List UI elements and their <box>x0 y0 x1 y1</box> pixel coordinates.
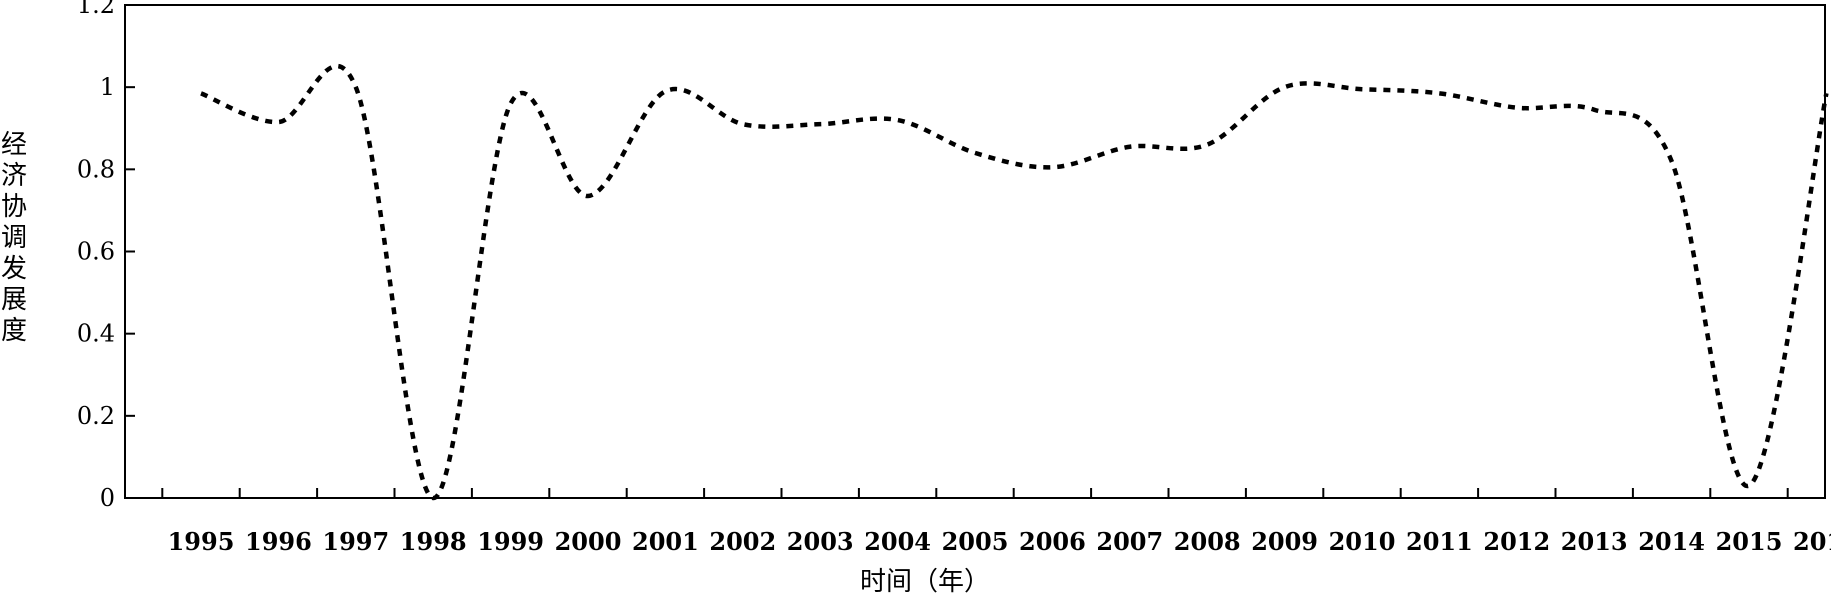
y-tick-label: 0.6 <box>77 238 115 266</box>
data-point <box>1050 165 1054 169</box>
x-tick-label: 2001 <box>632 527 699 556</box>
y-axis-ticks: 0 0.2 0.4 0.6 0.8 1 1.2 <box>77 0 135 512</box>
x-tick-label: 1995 <box>168 527 235 556</box>
x-tick-label: 2010 <box>1329 527 1396 556</box>
y-tick-label: 1 <box>100 73 115 101</box>
x-tick-label: 2009 <box>1251 527 1318 556</box>
y-axis-title-char: 发 <box>1 254 27 284</box>
y-tick-label: 0 <box>100 484 115 512</box>
y-tick-label: 0.8 <box>77 155 115 183</box>
x-tick-label: 2003 <box>787 527 854 556</box>
x-tick-label: 2015 <box>1716 527 1783 556</box>
x-tick-label: 2000 <box>555 527 622 556</box>
data-point <box>741 122 745 126</box>
y-axis-title-char: 展 <box>1 285 27 315</box>
series-line <box>200 64 1829 501</box>
x-tick-label: 2004 <box>864 527 931 556</box>
x-axis-title: 时间（年） <box>860 567 990 597</box>
y-axis-title-char: 度 <box>1 316 27 346</box>
x-tick-label: 2011 <box>1406 527 1473 556</box>
y-tick-label: 0.2 <box>77 402 115 430</box>
data-points <box>199 85 1828 500</box>
x-tick-label: 2007 <box>1096 527 1163 556</box>
x-tick-label: 2014 <box>1638 527 1705 556</box>
x-tick-label: 1998 <box>400 527 467 556</box>
x-tick-label: 1999 <box>477 527 544 556</box>
x-tick-label: 2002 <box>709 527 776 556</box>
y-axis-title-char: 协 <box>1 192 27 222</box>
y-tick-label: 1.2 <box>77 0 115 19</box>
y-axis-title-char: 济 <box>1 161 27 191</box>
x-tick-label: 2005 <box>942 527 1009 556</box>
x-tick-label: 2013 <box>1561 527 1628 556</box>
y-tick-label: 0.4 <box>77 320 115 348</box>
x-tick-label: 2012 <box>1483 527 1550 556</box>
x-axis-ticks: 1995 1996 1997 1998 1999 2000 2001 2002 2003 2004… <box>161 488 1831 556</box>
x-tick-label: 2008 <box>1174 527 1241 556</box>
y-axis-title-char: 调 <box>1 223 27 253</box>
plot-frame <box>124 4 1826 499</box>
x-tick-label: 2016 <box>1793 527 1831 556</box>
x-tick-label: 1996 <box>245 527 312 556</box>
x-tick-label: 2006 <box>1019 527 1086 556</box>
y-axis-title-char: 经 <box>1 130 27 160</box>
x-tick-label: 1997 <box>322 527 389 556</box>
data-point <box>1283 85 1287 89</box>
